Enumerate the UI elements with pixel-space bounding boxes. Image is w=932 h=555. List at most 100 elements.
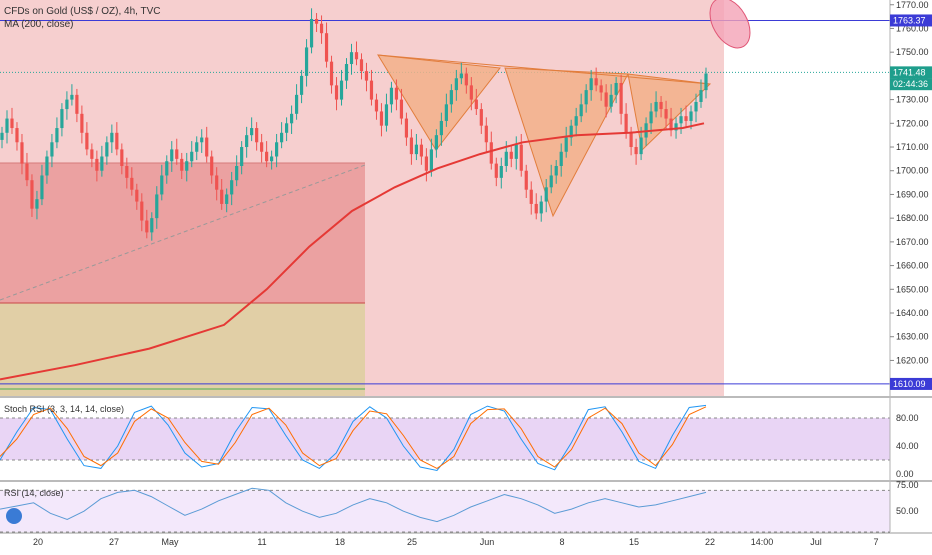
rsi-label: RSI (14, close)	[4, 488, 64, 498]
price-tick-label: 1690.00	[896, 189, 929, 199]
candle	[284, 123, 289, 133]
candle	[704, 73, 708, 91]
candle	[669, 118, 673, 131]
price-label-box	[890, 78, 932, 91]
candle	[554, 165, 558, 176]
price-label: 1741.48	[893, 67, 926, 77]
candle	[90, 149, 94, 159]
symbol-title: CFDs on Gold (US$ / OZ), 4h, TVC	[4, 6, 161, 17]
stoch-d-line	[0, 406, 707, 469]
candle	[364, 71, 369, 81]
stoch-band	[0, 418, 890, 460]
candle	[35, 199, 39, 209]
candle	[419, 144, 424, 157]
candle	[55, 128, 59, 143]
time-tick-label: 14:00	[751, 537, 774, 547]
price-tick-label: 1670.00	[896, 237, 929, 247]
price-tick-label: 1640.00	[896, 308, 929, 318]
candle	[444, 104, 448, 121]
time-tick-label: Jun	[480, 537, 495, 547]
candle	[369, 80, 374, 100]
candle	[384, 104, 389, 126]
candle	[225, 194, 229, 204]
candle	[135, 189, 139, 202]
candle	[649, 111, 653, 124]
candle	[684, 116, 688, 121]
candle	[155, 194, 159, 219]
time-tick-label: 25	[407, 537, 417, 547]
candle	[275, 142, 279, 157]
time-tick-label: Jul	[810, 537, 822, 547]
dashed-trendline	[0, 164, 366, 301]
time-tick-label: 15	[629, 537, 639, 547]
candle	[539, 201, 543, 214]
candle	[489, 142, 493, 164]
candle	[5, 118, 9, 133]
candles-group	[0, 8, 708, 241]
candle	[409, 137, 414, 155]
candle	[65, 99, 69, 110]
candle	[699, 90, 703, 102]
stoch-rsi-label: Stoch RSI (3, 3, 14, 14, close)	[4, 404, 125, 414]
candle	[30, 180, 34, 209]
candle	[160, 175, 164, 195]
candle	[185, 161, 189, 171]
candle	[454, 78, 458, 91]
candle	[50, 142, 54, 157]
candle	[359, 59, 364, 72]
candle	[379, 111, 384, 126]
candle	[629, 132, 633, 148]
price-tick-label: 1620.00	[896, 355, 929, 365]
candle	[125, 165, 129, 178]
time-tick-label: 20	[33, 537, 43, 547]
candle	[215, 175, 219, 190]
price-tick-label: 1660.00	[896, 261, 929, 271]
candle	[195, 142, 199, 152]
candle	[314, 18, 319, 24]
price-label: 1610.09	[893, 379, 926, 389]
candle	[659, 101, 663, 110]
candle	[115, 132, 119, 150]
stoch-tick-label: 0.00	[896, 469, 914, 479]
candle	[434, 135, 438, 150]
candle	[519, 144, 523, 171]
candle	[504, 151, 508, 166]
candle	[494, 163, 498, 178]
candle	[150, 218, 154, 233]
candle	[339, 80, 344, 100]
candle	[20, 142, 24, 164]
candle	[674, 123, 678, 131]
candle	[255, 128, 259, 143]
price-tick-label: 1680.00	[896, 213, 929, 223]
candle	[529, 189, 533, 204]
price-label-box	[890, 377, 932, 390]
candle	[414, 144, 419, 155]
time-tick-label: 7	[873, 537, 878, 547]
candle	[75, 94, 79, 114]
candle	[260, 142, 264, 152]
candle	[309, 18, 314, 48]
candle	[469, 85, 473, 100]
candle	[15, 128, 19, 143]
candle	[389, 87, 394, 105]
price-label: 1763.37	[893, 15, 926, 25]
candle	[404, 118, 409, 138]
candle	[40, 175, 44, 200]
neckline	[377, 54, 711, 85]
candle	[549, 175, 553, 188]
candle	[80, 113, 84, 133]
candle	[105, 142, 109, 157]
candle	[429, 149, 433, 171]
tradingview-logo-icon[interactable]	[6, 508, 22, 524]
price-tick-label: 1650.00	[896, 284, 929, 294]
candle	[484, 125, 488, 143]
price-tick-label: 1630.00	[896, 332, 929, 342]
candle	[344, 64, 349, 81]
stoch-tick-label: 80.00	[896, 413, 919, 423]
candle	[175, 149, 179, 159]
price-tick-label: 1750.00	[896, 47, 929, 57]
candle	[210, 156, 214, 176]
candle	[70, 94, 74, 100]
price-label-box	[890, 14, 932, 27]
